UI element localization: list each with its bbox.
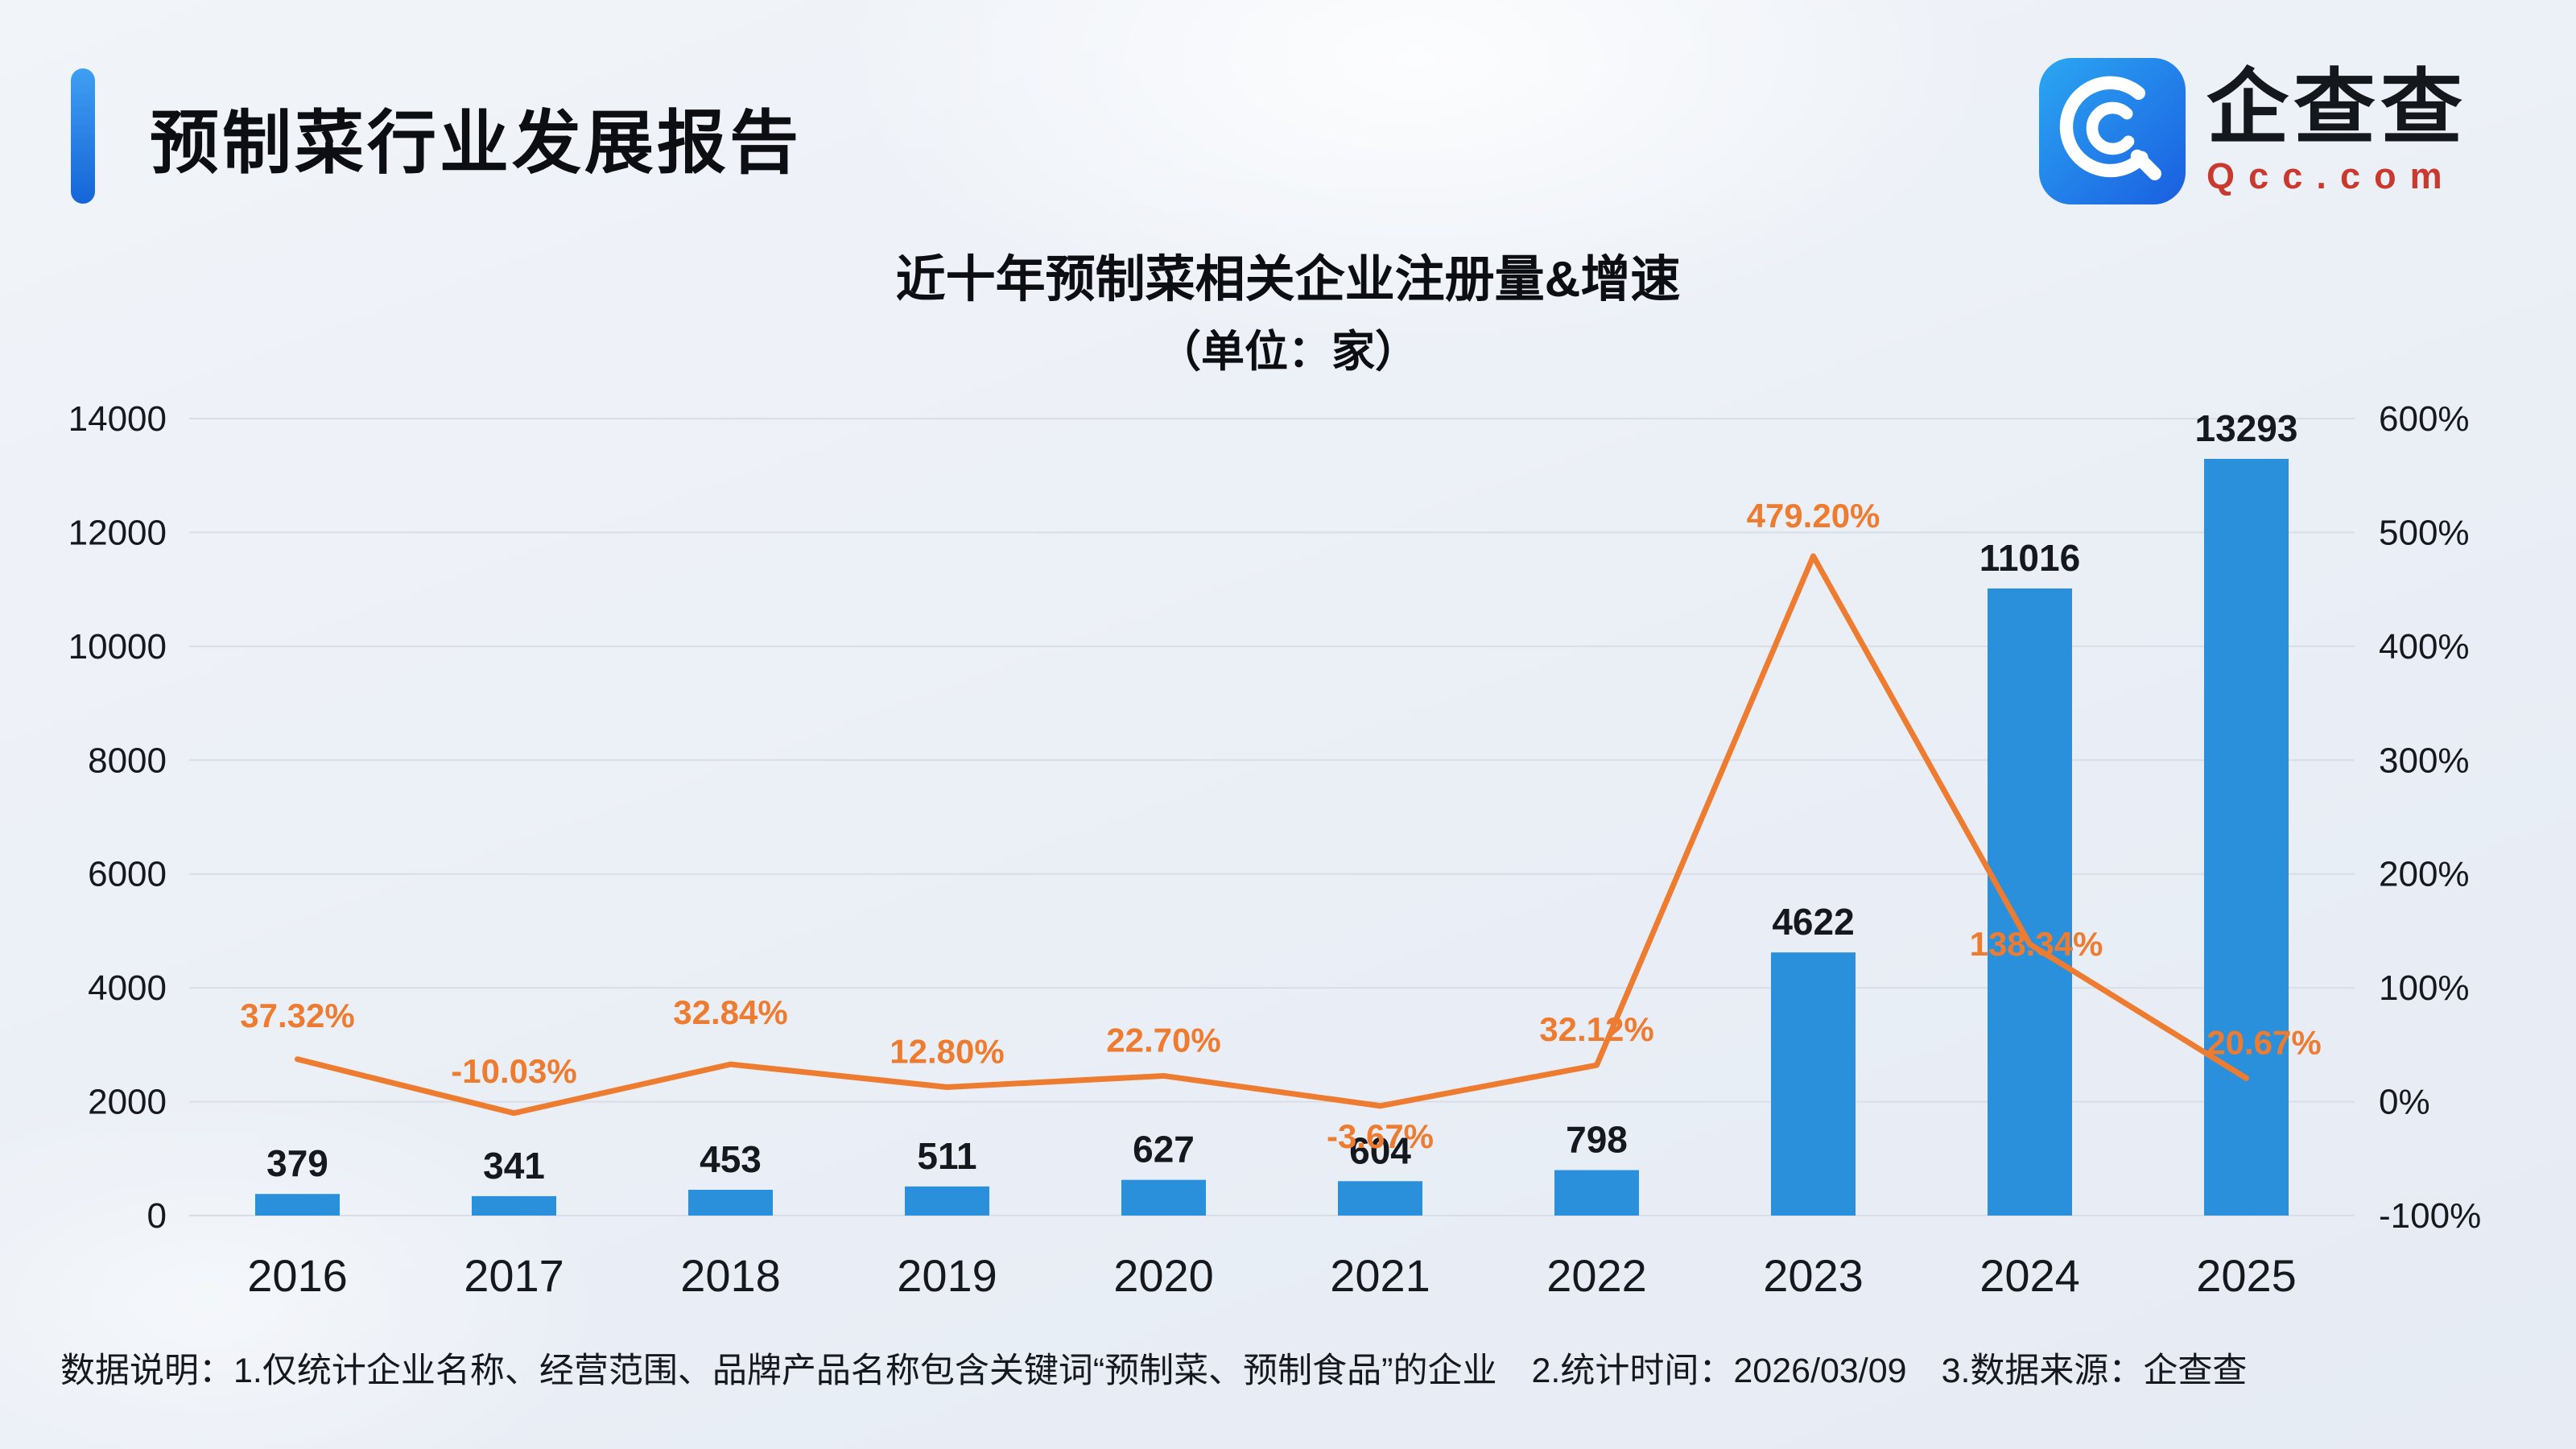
bar [2204, 458, 2289, 1216]
growth-line [295, 553, 2249, 1117]
x-axis-label: 2018 [680, 1250, 781, 1301]
x-axis-label: 2021 [1330, 1250, 1430, 1301]
brand-text: 企查查 Qcc.com [2207, 65, 2467, 196]
right-axis-tick: -100% [2379, 1196, 2481, 1236]
qcc-brand: 企查查 Qcc.com [2039, 58, 2467, 204]
report-title: 预制菜行业发展报告 [150, 104, 802, 182]
growth-value-label: 32.84% [673, 993, 787, 1031]
right-axis-tick: 100% [2379, 968, 2470, 1008]
growth-value-label: 20.67% [2207, 1023, 2321, 1061]
data-note: 数据说明：1.仅统计企业名称、经营范围、品牌产品名称包含关键词“预制菜、预制食品… [60, 1352, 2248, 1390]
bar-value-label: 11016 [1979, 537, 2080, 579]
bar-value-label: 341 [483, 1145, 545, 1187]
left-axis-tick: 10000 [68, 627, 167, 667]
bar [1771, 952, 1856, 1216]
growth-value-label: -10.03% [451, 1052, 576, 1090]
chart-title: 近十年预制菜相关企业注册量&增速 [895, 252, 1681, 308]
bar [905, 1186, 989, 1216]
brand-name-cn: 企查查 [2207, 62, 2467, 155]
x-axis-label: 2023 [1763, 1250, 1864, 1301]
growth-value-label: 138.34% [1970, 925, 2103, 963]
x-axis-label: 2020 [1113, 1250, 1214, 1301]
x-axis-label: 2016 [247, 1250, 348, 1301]
growth-value-label: 12.80% [890, 1032, 1004, 1070]
growth-value-label: 32.12% [1539, 1010, 1653, 1048]
bar-value-label: 4622 [1772, 901, 1854, 943]
right-axis-tick: 200% [2379, 855, 2470, 894]
right-axis-tick: 300% [2379, 741, 2470, 780]
growth-value-label: 37.32% [240, 997, 354, 1034]
bar-value-label: 13293 [2195, 407, 2298, 449]
growth-value-label: -3.67% [1327, 1117, 1434, 1155]
left-axis-tick: 12000 [68, 513, 167, 552]
left-axis-tick: 0 [147, 1196, 167, 1236]
bar-value-label: 511 [917, 1135, 976, 1177]
right-axis-tick: 500% [2379, 513, 2470, 552]
title-accent-bar [71, 68, 95, 204]
left-axis-tick: 8000 [88, 741, 167, 780]
bar [688, 1189, 773, 1216]
qcc-logo-icon [2039, 58, 2186, 204]
bar [1121, 1179, 1206, 1216]
x-axis-label: 2019 [897, 1250, 997, 1301]
bar [1338, 1181, 1422, 1216]
x-axis-label: 2025 [2196, 1250, 2297, 1301]
bar [1988, 588, 2072, 1216]
registration-growth-chart: 0 2000 4000 6000 8000 10000 12000 14000 -100% 0% 1… [68, 399, 2482, 1301]
x-axis-label: 2017 [464, 1250, 564, 1301]
bar [1554, 1170, 1639, 1216]
right-axis-tick: 400% [2379, 627, 2470, 667]
x-axis-label: 2022 [1546, 1250, 1647, 1301]
chart-subtitle: （单位：家） [1158, 328, 1418, 376]
right-axis-tick: 0% [2379, 1083, 2430, 1122]
bar [472, 1195, 556, 1216]
left-axis-tick: 14000 [68, 399, 167, 439]
bar-value-label: 627 [1133, 1129, 1195, 1170]
brand-name-en: Qcc.com [2207, 155, 2456, 196]
bar-value-label: 379 [266, 1142, 328, 1184]
left-axis-tick: 4000 [88, 968, 167, 1008]
growth-value-label: 479.20% [1747, 497, 1880, 535]
right-axis-tick: 600% [2379, 399, 2470, 439]
left-axis-tick: 6000 [88, 855, 167, 894]
bar-value-label: 604 [1349, 1129, 1411, 1171]
header: 预制菜行业发展报告 [71, 68, 802, 204]
left-axis-tick: 2000 [88, 1083, 167, 1122]
bar-value-label: 798 [1566, 1119, 1628, 1161]
bar [255, 1194, 340, 1216]
bar-value-label: 453 [700, 1138, 762, 1180]
growth-value-label: 22.70% [1106, 1021, 1220, 1059]
x-axis-label: 2024 [1979, 1250, 2080, 1301]
